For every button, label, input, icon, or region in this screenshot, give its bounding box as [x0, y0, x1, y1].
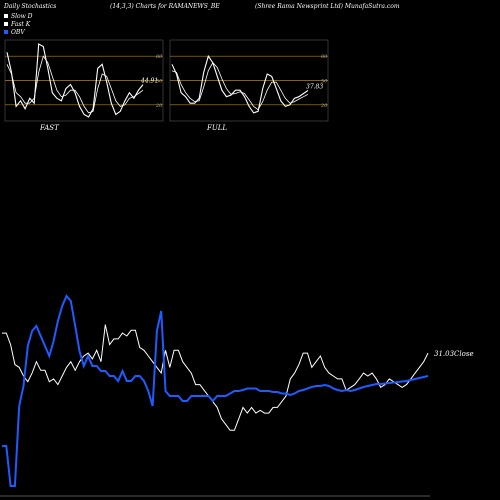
full-series-0 — [171, 54, 309, 114]
fast-ytick-50: 50 — [156, 79, 163, 85]
legend-swatch-slow-d — [4, 14, 8, 18]
legend-label-slow-d: Slow D — [11, 13, 33, 20]
full-series-1 — [171, 62, 309, 111]
fast-ytick-20: 20 — [155, 103, 163, 109]
full-last-value-label: 37.83 — [306, 83, 323, 90]
full-ytick-80: 80 — [321, 54, 328, 60]
header-title-mid: (14,3,3) Charts for RAMANEWS_BE — [110, 3, 220, 10]
header-title-right: (Shree Rama Newsprint Ltd) MunafaSutra.c… — [255, 3, 400, 10]
legend-label-fast-k: Fast K — [10, 21, 31, 28]
fast-panel: 20 50 80 44.91 — [4, 39, 164, 122]
fast-panel-label: FAST — [39, 124, 60, 132]
header-title-left: Daily Stochastics — [3, 3, 56, 10]
full-ytick-50: 50 — [321, 79, 328, 85]
full-ytick-20: 20 — [320, 103, 328, 109]
close-line — [2, 324, 429, 431]
legend-swatch-obv — [4, 30, 8, 34]
obv-line — [2, 294, 429, 487]
legend: Slow D Fast K OBV — [4, 13, 33, 36]
fast-series-1 — [6, 55, 144, 114]
main-price-obv-chart: 31.03Close — [0, 294, 474, 497]
fast-ytick-80: 80 — [156, 54, 163, 60]
legend-swatch-fast-k — [4, 22, 8, 26]
fast-last-value-label: 44.91 — [140, 78, 158, 85]
close-last-value-label: 31.03Close — [434, 350, 474, 358]
fast-series-0 — [6, 43, 144, 118]
full-panel: 20 50 80 37.83 — [169, 39, 329, 122]
legend-label-obv: OBV — [11, 29, 25, 36]
full-panel-label: FULL — [206, 124, 227, 132]
